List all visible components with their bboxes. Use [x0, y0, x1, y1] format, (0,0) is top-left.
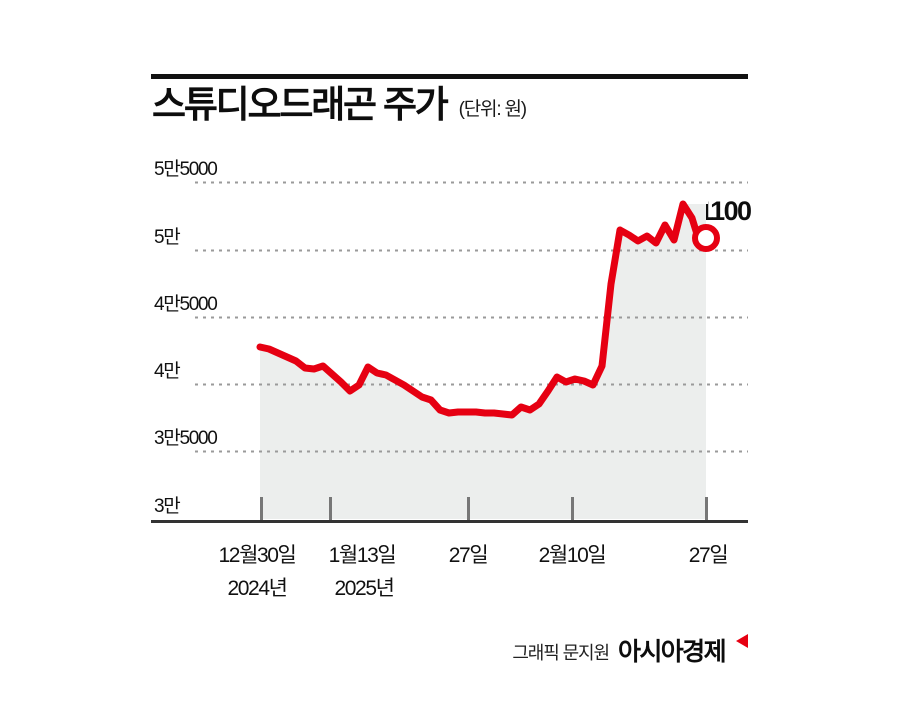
x-tick-label-2: 27일: [448, 544, 489, 567]
footer-credit-row: 그래픽 문지원 아시아경제: [512, 633, 749, 666]
red-flag-triangle-icon: [735, 633, 749, 654]
page-title: 스튜디오드래곤 주가: [152, 84, 449, 125]
y-tick-label-55000: 5만5000: [154, 159, 218, 180]
header-rule: [151, 74, 748, 79]
chart-title-row: 스튜디오드래곤 주가 (단위: 원): [152, 86, 772, 138]
x-tick-label-4: 27일: [688, 544, 729, 567]
y-tick-label-50000: 5만: [154, 227, 181, 248]
y-tick-label-35000: 3만5000: [154, 428, 218, 449]
band-top-mask: [258, 150, 708, 415]
x-tick-label-1: 1월13일: [328, 544, 397, 567]
latest-value-marker: [692, 224, 720, 252]
y-tick-label-30000: 3만: [154, 496, 181, 517]
x-tick-label-3: 2월10일: [538, 544, 607, 567]
y-tick-label-40000: 4만: [154, 361, 181, 382]
brand-name: 아시아경제: [617, 638, 727, 666]
y-tick-label-45000: 4만5000: [154, 294, 218, 315]
price-line: [256, 200, 704, 419]
x-tick-year-0: 2024년: [227, 577, 287, 600]
unit-label: (단위: 원): [458, 99, 527, 120]
graphic-credit: 그래픽 문지원: [512, 642, 610, 663]
x-tick-year-1: 2025년: [334, 577, 394, 600]
x-tick-marks: [260, 497, 708, 520]
x-tick-label-0: 12월30일: [218, 544, 297, 567]
